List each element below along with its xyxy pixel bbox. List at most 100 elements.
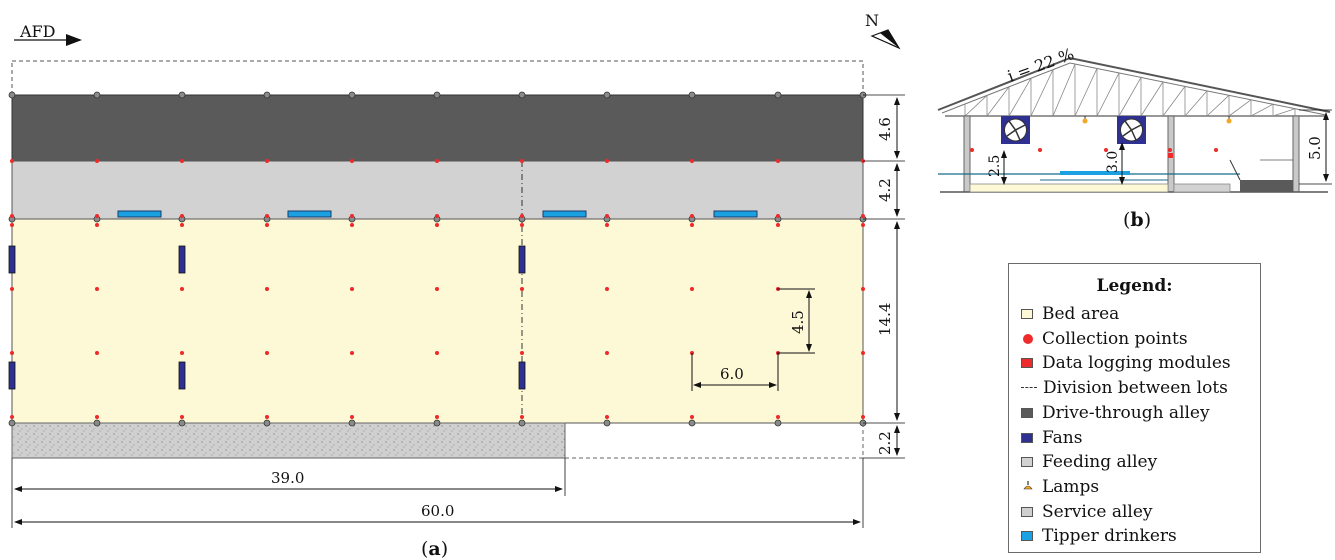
collection-point [435, 159, 439, 163]
legend-item-label: Tipper drinkers [1042, 526, 1177, 547]
feed-lane-section [1173, 183, 1231, 193]
legend-item-label: Collection points [1042, 328, 1188, 349]
collection-point [776, 214, 780, 218]
roof-top [937, 56, 1331, 113]
legend-item-label: Division between lots [1043, 378, 1228, 399]
collection-point [265, 415, 269, 419]
data-logging-module [1168, 153, 1173, 158]
truss-member [1184, 90, 1208, 117]
dim-label-5-0: 5.0 [1306, 136, 1324, 160]
dim-label-3-0: 3.0 [1105, 151, 1121, 173]
post [688, 419, 696, 427]
column [963, 115, 971, 193]
post [263, 91, 271, 99]
fan [8, 245, 16, 274]
fan-icon [1001, 116, 1030, 144]
post [8, 419, 16, 427]
caption-a: (a) [421, 538, 448, 560]
tipper-drinker [287, 210, 332, 218]
collection-point [350, 159, 354, 163]
division-line-icon [1021, 387, 1037, 389]
post [603, 419, 611, 427]
legend-item-label: Fans [1042, 427, 1083, 448]
feed-step-section [1240, 180, 1293, 192]
legend-item: Bed area [1021, 303, 1119, 325]
collection-point [95, 159, 99, 163]
legend-item: Division between lots [1021, 377, 1228, 399]
bed-area [11, 218, 864, 424]
dim-label-6-0: 6.0 [720, 365, 744, 383]
fan [178, 361, 186, 390]
collection-point [180, 223, 184, 227]
drive-through-alley [11, 94, 864, 162]
tipper-drinker [713, 210, 758, 218]
collection-point [690, 159, 694, 163]
fan [518, 361, 526, 390]
hood-line [1229, 159, 1241, 181]
collection-point [10, 351, 14, 355]
legend-item-label: Bed area [1042, 304, 1120, 324]
legend-item: Fans [1021, 427, 1082, 449]
dim-label-4-5: 4.5 [789, 310, 807, 334]
collection-point [520, 159, 524, 163]
post [178, 91, 186, 99]
legend-item: Tipper drinkers [1021, 525, 1177, 547]
tipper-drinker [117, 210, 162, 218]
collection-point [776, 159, 780, 163]
collection-point [861, 287, 865, 291]
collection-point [520, 415, 524, 419]
post [518, 91, 526, 99]
collection-point [350, 223, 354, 227]
truss-member [1206, 95, 1230, 117]
post [263, 419, 271, 427]
collection-point [265, 223, 269, 227]
legend-item-label: Feeding alley [1042, 452, 1158, 473]
collection-point [435, 287, 439, 291]
feeding-alley [11, 160, 864, 220]
collection-point [265, 159, 269, 163]
slope-label: i = 22 % [1005, 44, 1077, 86]
truss-member [1008, 78, 1032, 117]
truss-member [1162, 86, 1186, 117]
fan [178, 245, 186, 274]
collection-point [605, 159, 609, 163]
post [8, 91, 16, 99]
dim-label-2-5: 2.5 [987, 155, 1003, 177]
collection-point [690, 287, 694, 291]
collection-point [350, 415, 354, 419]
truss-member [1250, 103, 1274, 117]
data-logging-module-icon [1021, 358, 1033, 369]
legend: Legend: Bed area Collection points Data lo… [1008, 263, 1261, 553]
section-view: i = 22 % [937, 44, 1332, 231]
collection-point [690, 214, 694, 218]
legend-item-label: Service alley [1042, 501, 1153, 522]
north-label: N [865, 11, 879, 30]
fan-swatch-icon [1021, 432, 1033, 443]
collection-point [95, 223, 99, 227]
truss-member [1052, 63, 1076, 117]
post [178, 419, 186, 427]
collection-point [95, 415, 99, 419]
fan [518, 245, 526, 274]
collection-point [95, 351, 99, 355]
truss-member [1228, 99, 1252, 117]
post [433, 91, 441, 99]
collection-point [605, 351, 609, 355]
collection-point [520, 287, 524, 291]
post [688, 91, 696, 99]
collection-point [265, 214, 269, 218]
feeding-alley-swatch-icon [1021, 457, 1033, 468]
collection-point [605, 214, 609, 218]
post [93, 91, 101, 99]
plan-view: AFD N 4.5 [8, 11, 905, 560]
afd-label: AFD [19, 22, 55, 41]
column [1292, 115, 1300, 193]
collection-point [861, 351, 865, 355]
truss-member [986, 86, 1010, 117]
afd-arrow-head [66, 34, 82, 46]
collection-point [776, 415, 780, 419]
collection-point [605, 287, 609, 291]
legend-item-label: Drive-through alley [1042, 402, 1210, 423]
collection-point [690, 223, 694, 227]
truss-member [1140, 81, 1164, 117]
